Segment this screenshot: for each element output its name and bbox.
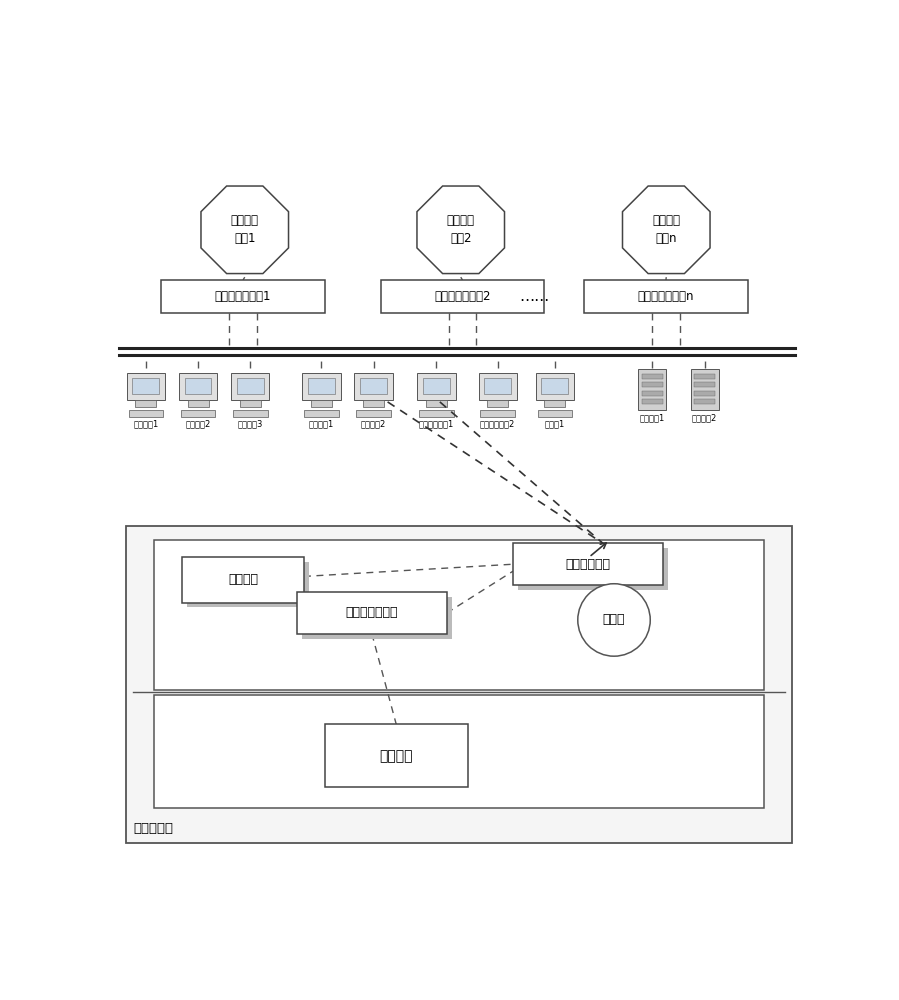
Text: 监控系统下位机n: 监控系统下位机n [637, 290, 694, 303]
FancyBboxPatch shape [694, 374, 715, 379]
Text: 操作员站2: 操作员站2 [185, 419, 210, 428]
FancyBboxPatch shape [302, 597, 451, 639]
Text: 操作员站3: 操作员站3 [237, 419, 263, 428]
FancyBboxPatch shape [188, 400, 209, 407]
Text: 远动装置2: 远动装置2 [692, 414, 717, 423]
FancyBboxPatch shape [184, 378, 211, 394]
FancyBboxPatch shape [360, 378, 387, 394]
Polygon shape [622, 186, 710, 274]
Text: 数据库计算机1: 数据库计算机1 [419, 419, 454, 428]
FancyBboxPatch shape [233, 410, 268, 417]
Text: 远动装置1: 远动装置1 [640, 414, 665, 423]
FancyBboxPatch shape [694, 399, 715, 404]
FancyBboxPatch shape [544, 400, 565, 407]
FancyBboxPatch shape [181, 410, 216, 417]
FancyBboxPatch shape [642, 391, 663, 396]
FancyBboxPatch shape [638, 369, 666, 410]
FancyBboxPatch shape [325, 724, 467, 787]
Text: 主计算机2: 主计算机2 [361, 419, 387, 428]
Text: ……: …… [519, 289, 549, 304]
Text: 数据库计算机2: 数据库计算机2 [480, 419, 515, 428]
FancyBboxPatch shape [419, 410, 454, 417]
FancyBboxPatch shape [478, 373, 517, 400]
FancyBboxPatch shape [237, 378, 263, 394]
FancyBboxPatch shape [480, 410, 515, 417]
FancyBboxPatch shape [518, 548, 668, 590]
FancyBboxPatch shape [584, 280, 748, 313]
FancyBboxPatch shape [356, 410, 391, 417]
FancyBboxPatch shape [126, 526, 792, 843]
FancyBboxPatch shape [179, 373, 218, 400]
Circle shape [578, 584, 650, 656]
FancyBboxPatch shape [538, 410, 572, 417]
FancyBboxPatch shape [487, 400, 508, 407]
FancyBboxPatch shape [694, 382, 715, 387]
FancyBboxPatch shape [302, 373, 341, 400]
FancyBboxPatch shape [231, 373, 270, 400]
FancyBboxPatch shape [426, 400, 447, 407]
Text: 算法模块: 算法模块 [228, 573, 258, 586]
Text: 操作员站1: 操作员站1 [133, 419, 158, 428]
FancyBboxPatch shape [513, 543, 663, 585]
FancyBboxPatch shape [187, 562, 309, 607]
FancyBboxPatch shape [690, 369, 718, 410]
Text: 主计算机1: 主计算机1 [308, 419, 334, 428]
FancyBboxPatch shape [155, 695, 764, 808]
FancyBboxPatch shape [311, 400, 332, 407]
FancyBboxPatch shape [485, 378, 511, 394]
Text: 抽水蓄能
机组n: 抽水蓄能 机组n [653, 214, 681, 245]
Text: 监控系统下位机1: 监控系统下位机1 [215, 290, 271, 303]
FancyBboxPatch shape [417, 373, 456, 400]
FancyBboxPatch shape [135, 400, 156, 407]
FancyBboxPatch shape [129, 410, 163, 417]
FancyBboxPatch shape [127, 373, 165, 400]
FancyBboxPatch shape [363, 400, 384, 407]
FancyBboxPatch shape [240, 400, 261, 407]
FancyBboxPatch shape [694, 391, 715, 396]
FancyBboxPatch shape [161, 280, 325, 313]
Polygon shape [201, 186, 289, 274]
Text: 抽水蓄能
机组2: 抽水蓄能 机组2 [447, 214, 475, 245]
FancyBboxPatch shape [423, 378, 450, 394]
FancyBboxPatch shape [642, 374, 663, 379]
FancyBboxPatch shape [380, 280, 545, 313]
Text: 服务器系统: 服务器系统 [133, 822, 174, 835]
Text: 用户界面: 用户界面 [379, 749, 413, 763]
FancyBboxPatch shape [297, 592, 447, 634]
Text: 监控系统下位机2: 监控系统下位机2 [434, 290, 491, 303]
FancyBboxPatch shape [642, 399, 663, 404]
FancyBboxPatch shape [354, 373, 393, 400]
Text: 后台处理模块: 后台处理模块 [565, 558, 610, 571]
Text: 工程师1: 工程师1 [545, 419, 565, 428]
FancyBboxPatch shape [304, 410, 339, 417]
FancyBboxPatch shape [642, 382, 663, 387]
FancyBboxPatch shape [182, 557, 304, 603]
Polygon shape [417, 186, 504, 274]
FancyBboxPatch shape [536, 373, 574, 400]
FancyBboxPatch shape [308, 378, 334, 394]
FancyBboxPatch shape [155, 540, 764, 690]
Text: 知识库管理模块: 知识库管理模块 [345, 606, 398, 619]
FancyBboxPatch shape [541, 378, 568, 394]
Text: 知识库: 知识库 [602, 613, 626, 626]
Text: 抽水蓄能
机组1: 抽水蓄能 机组1 [231, 214, 259, 245]
FancyBboxPatch shape [132, 378, 159, 394]
